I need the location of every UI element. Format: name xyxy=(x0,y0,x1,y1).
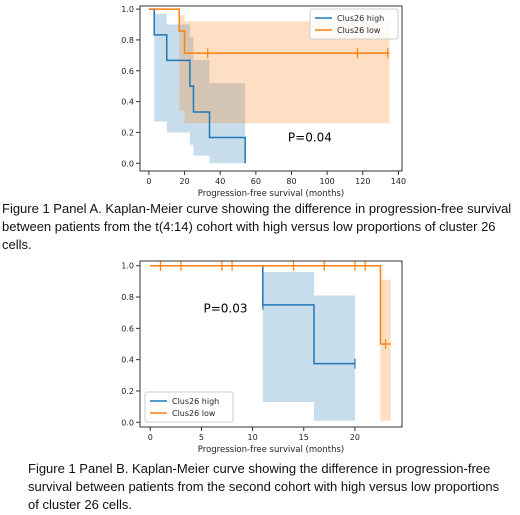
x-tick-label: 20 xyxy=(179,177,189,186)
x-tick-label: 80 xyxy=(286,177,296,186)
x-tick-label: 0 xyxy=(146,177,151,186)
y-tick-label: 0.8 xyxy=(121,293,134,302)
legend: Clus26 high Clus26 low xyxy=(144,391,234,423)
confidence-band-high xyxy=(148,9,246,164)
x-tick-label: 20 xyxy=(350,433,360,442)
y-tick-label: 0.6 xyxy=(121,67,134,76)
survival-curve-low xyxy=(148,8,390,54)
y-tick-label: 1.0 xyxy=(121,262,134,271)
plot-frame xyxy=(139,260,403,428)
x-tick-label: 10 xyxy=(247,433,257,442)
y-tick-label: 0.8 xyxy=(121,36,134,45)
y-tick-label: 0.0 xyxy=(121,159,134,168)
y-tick-label: 0.4 xyxy=(121,98,134,107)
legend-entry-low: Clus26 low xyxy=(337,26,381,35)
y-tick-label: 0.0 xyxy=(121,418,134,427)
legend-box xyxy=(144,391,234,423)
legend: Clus26 high Clus26 low xyxy=(309,8,399,40)
legend-entry-high: Clus26 high xyxy=(172,397,219,406)
caption-panel-b: Figure 1 Panel B. Kaplan-Meier curve sho… xyxy=(28,461,500,512)
x-axis-label: Progression-free survival (months) xyxy=(198,189,344,199)
y-tick-label: 0.2 xyxy=(121,387,134,396)
x-axis-label: Progression-free survival (months) xyxy=(198,445,344,455)
plot-frame xyxy=(139,5,403,172)
p-value-annotation: P=0.04 xyxy=(288,131,332,145)
x-tick-label: 60 xyxy=(251,177,261,186)
legend-entry-low: Clus26 low xyxy=(172,409,216,418)
x-tick-label: 5 xyxy=(199,433,204,442)
y-tick-label: 0.4 xyxy=(121,356,134,365)
x-tick-label: 100 xyxy=(320,177,335,186)
kaplan-meier-chart-panel-b: 0 5 10 15 20 0.0 0.2 0.4 0.6 0.8 1.0 Progression-fr… xyxy=(121,260,403,455)
kaplan-meier-chart-panel-a: 0 20 40 60 80 100 120 140 0.0 0.2 0.4 0.6 0.8 1.0 Prog… xyxy=(121,5,406,199)
y-tick-label: 0.2 xyxy=(121,128,134,137)
caption-panel-a: Figure 1 Panel A. Kaplan-Meier curve sho… xyxy=(2,201,512,252)
y-tick-label: 1.0 xyxy=(121,5,134,14)
legend-box xyxy=(309,8,399,40)
x-tick-label: 40 xyxy=(215,177,225,186)
x-tick-label: 120 xyxy=(355,177,370,186)
x-tick-label: 0 xyxy=(148,433,153,442)
y-tick-label: 0.6 xyxy=(121,324,134,333)
legend-entry-high: Clus26 high xyxy=(337,14,384,23)
x-tick-label: 140 xyxy=(391,177,406,186)
survival-curve-high xyxy=(148,8,246,164)
p-value-annotation: P=0.03 xyxy=(203,302,247,316)
x-tick-label: 15 xyxy=(299,433,309,442)
